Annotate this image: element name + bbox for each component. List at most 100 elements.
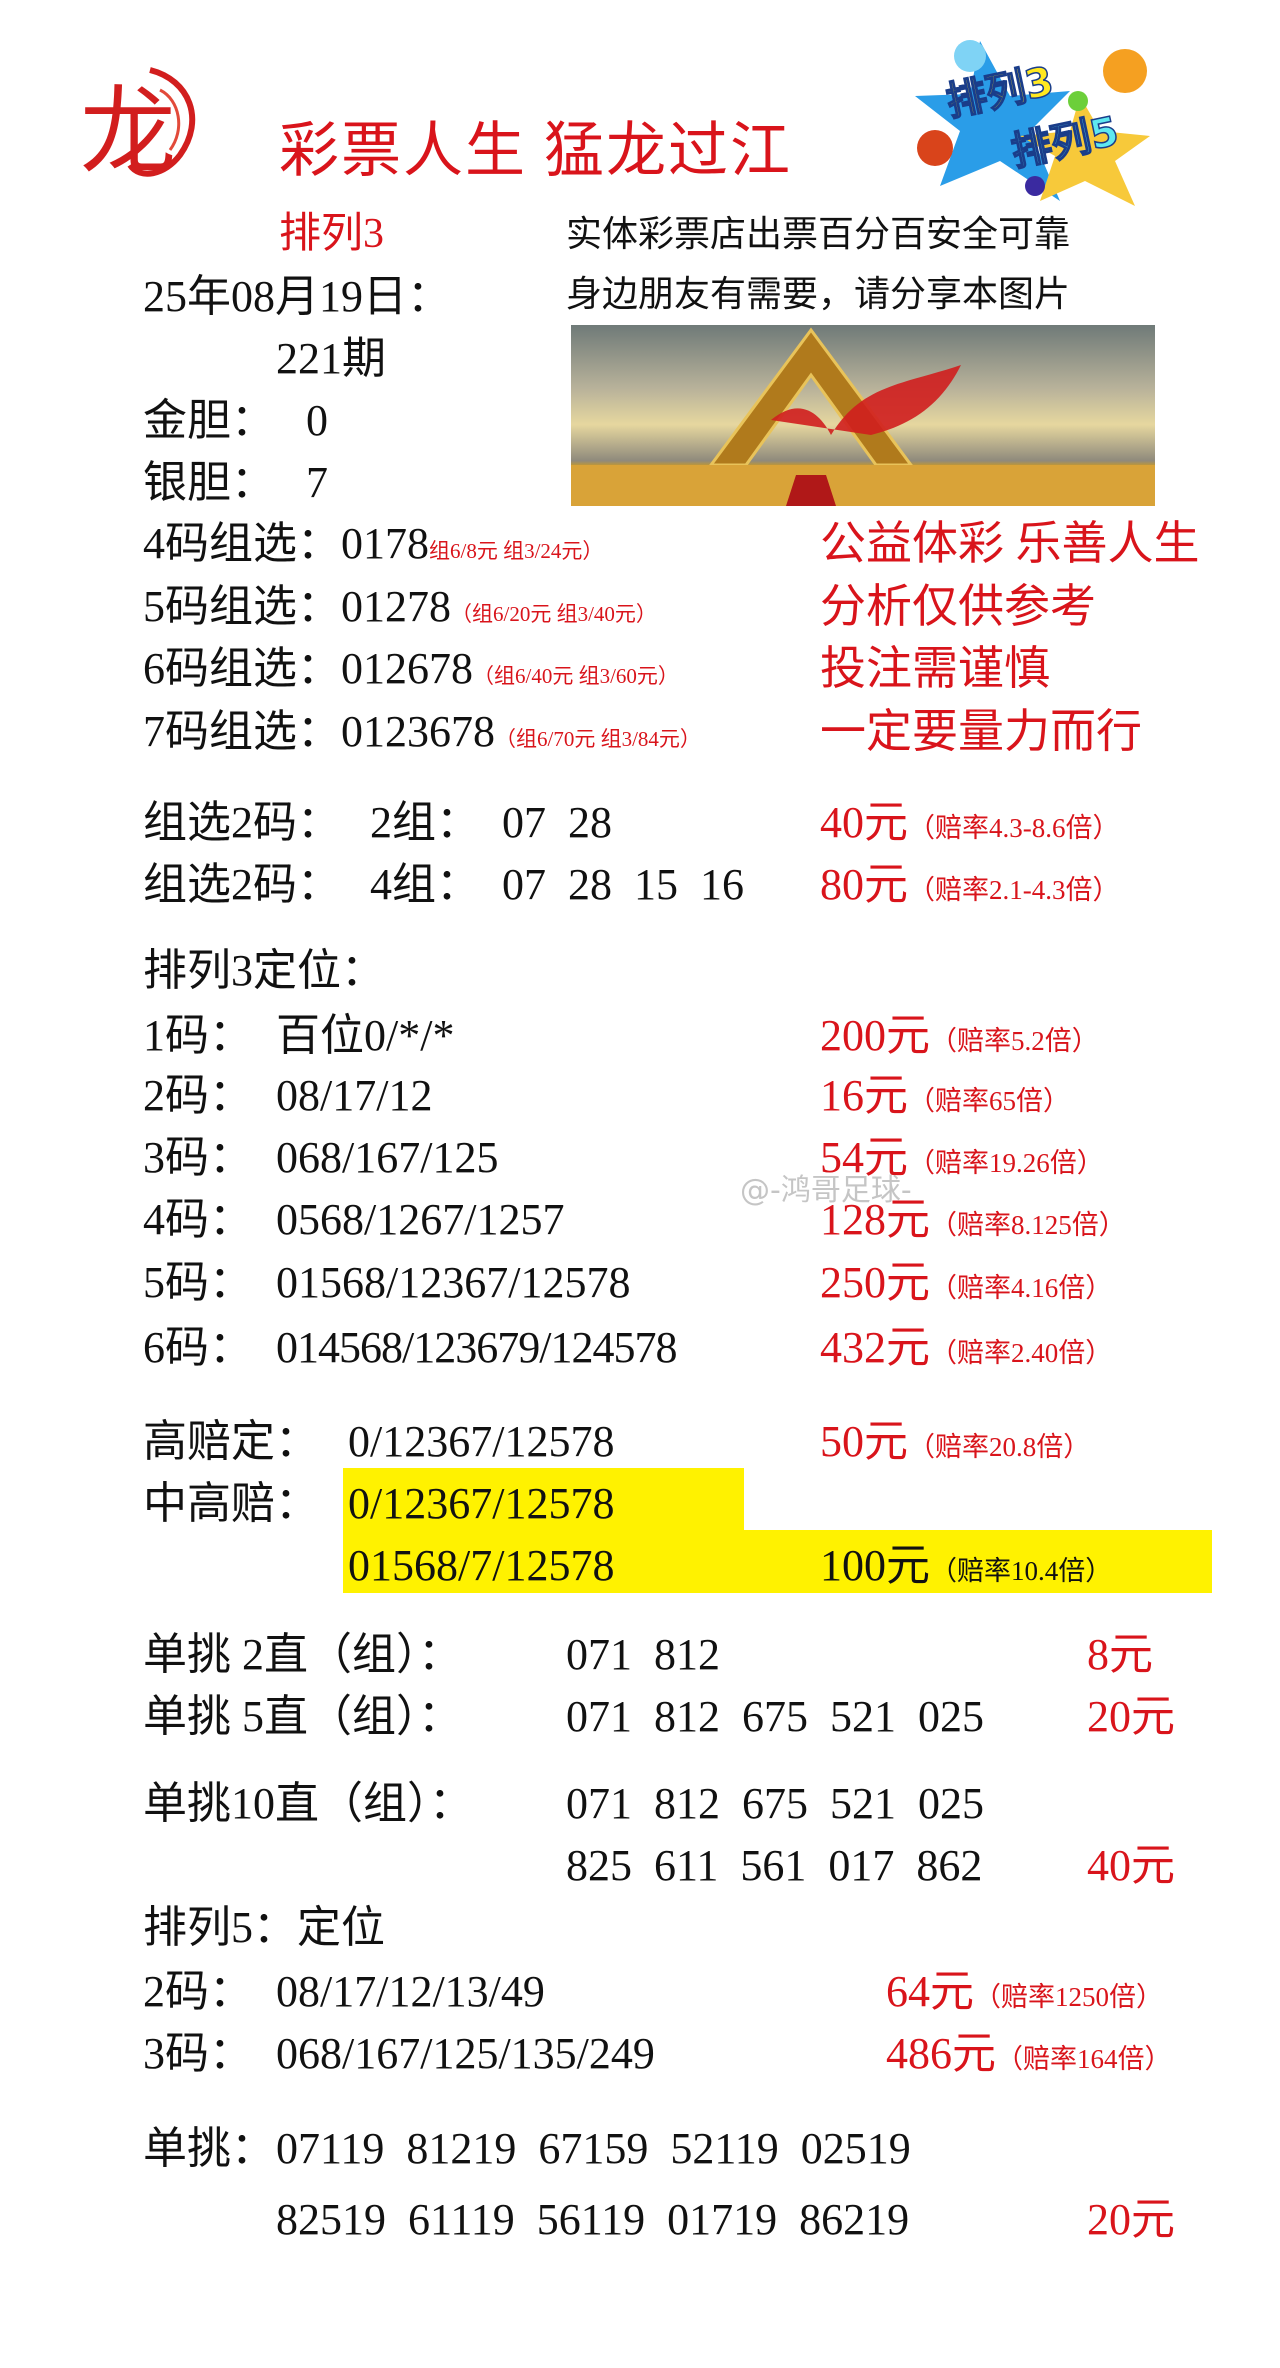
single-numbers: 825 611 561 017 862 [566,1841,983,1890]
gold-pick-value: 0 [306,396,328,445]
group-pick-label: 4码组选： [143,519,341,568]
p5-row-price: 486元（赔率164倍） [886,2032,1172,2076]
group-pick-note: （组6/40元 组3/60元） [473,664,679,688]
price: 16元 [820,1071,908,1120]
odds: （赔率65倍） [908,1086,1070,1116]
page-title: 彩票人生 猛龙过江 [279,118,792,184]
motto-4: 一定要量力而行 [820,706,1142,757]
p5-single-label: 单挑： [143,2124,275,2173]
motto-2: 分析仅供参考 [820,581,1096,632]
p5-row-label: 2码： [143,1967,253,2016]
single-numbers: 071 812 675 521 025 [566,1692,984,1741]
odds: （赔率1250倍） [974,1982,1163,2012]
p3-row-value: 0568/1267/1257 [276,1195,565,1244]
svg-text:龙: 龙 [80,76,176,188]
two-code-price-row: 40元（赔率4.3-8.6倍） [820,801,1120,845]
odds: （赔率4.16倍） [930,1273,1113,1303]
price: 200元 [820,1011,930,1060]
p5-single-price: 20元 [1087,2195,1175,2244]
group-pick-note: （组6/20元 组3/40元） [451,602,657,626]
odds: （赔率2.1-4.3倍） [908,875,1120,905]
group-pick-row: 4码组选：0178组6/8元 组3/24元） [143,522,603,566]
price: 432元 [820,1323,930,1372]
p5-position-title: 排列5：定位 [143,1903,385,1952]
mid-high-odds-label: 中高赔： [143,1479,319,1528]
odds: （赔率4.3-8.6倍） [908,813,1120,843]
p3-row-value: 01568/12367/12578 [276,1258,631,1307]
price: 80元 [820,860,908,909]
group-pick-value: 0178 [341,519,429,568]
group-pick-note: （组6/70元 组3/84元） [495,727,701,751]
high-odds-label: 高赔定： [143,1417,319,1466]
price: 54元 [820,1133,908,1182]
group-pick-row: 5码组选：01278（组6/20元 组3/40元） [143,585,657,629]
p3-row-label: 1码： [143,1011,253,1060]
price: 64元 [886,1967,974,2016]
p3-row-price: 128元（赔率8.125倍） [820,1198,1126,1242]
p5-row-price: 64元（赔率1250倍） [886,1970,1163,2014]
group-pick-note: 组6/8元 组3/24元） [429,539,604,563]
group-pick-value: 012678 [341,644,473,693]
silver-pick-value: 7 [306,458,328,507]
high-odds-value: 0/12367/12578 [348,1417,615,1466]
p5-row-value: 068/167/125/135/249 [276,2029,655,2078]
single-label: 单挑 5直（组）： [143,1692,462,1741]
p3-row-price: 16元（赔率65倍） [820,1074,1070,1118]
pailie-star-logo: 排列3 排列5 [910,36,1175,208]
single-price: 8元 [1087,1630,1153,1679]
p3-row-value: 014568/123679/124578 [276,1323,677,1372]
mid-high-odds-price: 100元（赔率10.4倍） [820,1544,1112,1588]
p3-row-price: 432元（赔率2.40倍） [820,1326,1112,1370]
p3-row-price: 200元（赔率5.2倍） [820,1014,1099,1058]
two-code-price-row: 80元（赔率2.1-4.3倍） [820,863,1120,907]
highlight-box [343,1530,1212,1593]
group-pick-label: 7码组选： [143,707,341,756]
odds: （赔率8.125倍） [930,1210,1126,1240]
lottery-type-label: 排列3 [279,211,385,257]
odds: （赔率10.4倍） [930,1556,1113,1586]
mid-high-odds-line: 0/12367/12578 [348,1479,615,1528]
p5-row-label: 3码： [143,2029,253,2078]
price: 100元 [820,1541,930,1590]
p3-row-value: 百位0/*/* [276,1011,455,1060]
p5-single-numbers: 07119 81219 67159 52119 02519 [276,2124,911,2173]
watermark: @-鸿哥足球- [740,1173,912,1208]
price: 50元 [820,1417,908,1466]
motto-1: 公益体彩 乐善人生 [820,518,1200,569]
p3-row-price: 250元（赔率4.16倍） [820,1261,1112,1305]
dragon-logo: 龙 [80,60,215,190]
two-code-value: 2组： 07 28 [370,798,612,847]
odds: （赔率19.26倍） [908,1148,1104,1178]
price: 250元 [820,1258,930,1307]
price: 40元 [820,798,908,847]
p3-row-label: 3码： [143,1133,253,1182]
p3-row-value: 068/167/125 [276,1133,499,1182]
group-pick-row: 7码组选：0123678（组6/70元 组3/84元） [143,710,701,754]
p3-row-label: 4码： [143,1195,253,1244]
odds: （赔率2.40倍） [930,1338,1113,1368]
odds: （赔率20.8倍） [908,1432,1091,1462]
price: 128元 [820,1195,930,1244]
banner-image-arch [571,325,1155,506]
single-label: 单挑 2直（组）： [143,1630,462,1679]
p3-row-value: 08/17/12 [276,1071,433,1120]
motto-3: 投注需谨慎 [820,643,1050,694]
slogan-line-1: 实体彩票店出票百分百安全可靠 [566,214,1071,254]
p3-row-price: 54元（赔率19.26倍） [820,1136,1104,1180]
mid-high-odds-line: 01568/7/12578 [348,1541,615,1590]
gold-pick-label: 金胆： [143,396,275,445]
slogan-line-2: 身边朋友有需要，请分享本图片 [566,274,1071,314]
two-code-value: 4组： 07 28 15 16 [370,860,744,909]
single-numbers: 071 812 675 521 025 [566,1779,984,1828]
group-pick-value: 0123678 [341,707,495,756]
high-odds-price: 50元（赔率20.8倍） [820,1420,1090,1464]
group-pick-value: 01278 [341,582,451,631]
silver-pick-label: 银胆： [143,458,275,507]
p3-row-label: 5码： [143,1258,253,1307]
odds: （赔率5.2倍） [930,1026,1099,1056]
single-label: 单挑10直（组）： [143,1779,473,1828]
two-code-label: 组选2码： [143,860,341,909]
p3-row-label: 6码： [143,1323,253,1372]
single-price: 20元 [1087,1692,1175,1741]
group-pick-row: 6码组选：012678（组6/40元 组3/60元） [143,647,679,691]
